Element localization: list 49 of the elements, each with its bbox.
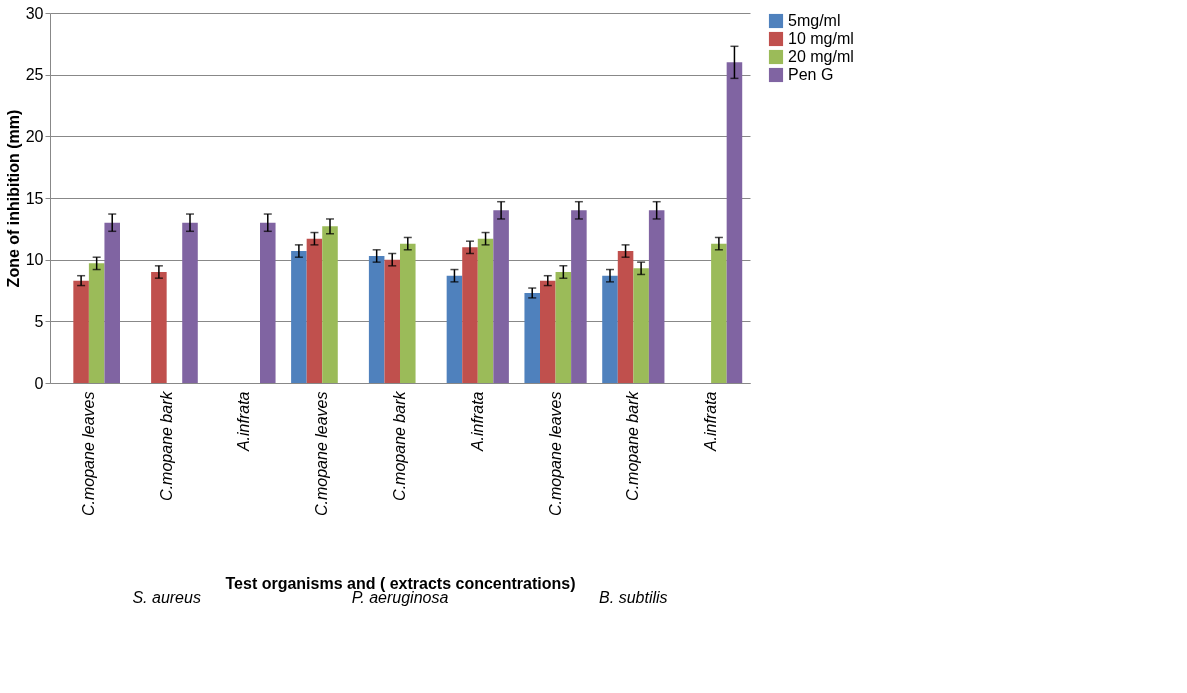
x-tick-label: C.mopane leaves bbox=[313, 391, 331, 517]
bar bbox=[633, 268, 649, 383]
bar bbox=[726, 62, 743, 383]
y-tick-label: 5 bbox=[34, 312, 44, 330]
bar bbox=[524, 292, 540, 383]
x-tick-label: A.infrata bbox=[468, 391, 486, 453]
bar bbox=[291, 251, 307, 383]
bar bbox=[260, 222, 276, 383]
y-tick-label: 0 bbox=[34, 374, 44, 392]
bar bbox=[477, 238, 494, 383]
bar bbox=[648, 210, 665, 383]
legend-label: 20 mg/ml bbox=[788, 48, 854, 65]
y-tick-label: 20 bbox=[25, 127, 44, 145]
bar bbox=[306, 238, 323, 383]
bar bbox=[555, 272, 572, 383]
y-tick-label: 30 bbox=[25, 4, 44, 22]
y-tick-label: 25 bbox=[25, 66, 44, 84]
bar bbox=[400, 243, 416, 383]
legend-label: Pen G bbox=[788, 66, 834, 83]
bar bbox=[151, 272, 167, 383]
y-tick-label: 15 bbox=[25, 189, 44, 207]
x-tick-label: A.infrata bbox=[702, 391, 720, 453]
x-tick-label: C.mopane leaves bbox=[546, 391, 564, 517]
bar bbox=[104, 222, 120, 383]
bar bbox=[182, 222, 198, 383]
bar bbox=[462, 247, 478, 383]
bar bbox=[711, 243, 727, 383]
legend-label: 10 mg/ml bbox=[788, 30, 854, 47]
bar bbox=[88, 263, 105, 383]
bar bbox=[384, 259, 400, 383]
bar bbox=[617, 251, 634, 383]
x-tick-label: A.infrata bbox=[235, 391, 253, 453]
bar bbox=[446, 275, 463, 383]
text: B. subtilis bbox=[599, 589, 668, 606]
y-axis-title: Zone of inhibition (mm) bbox=[4, 109, 22, 288]
y-tick-label: 10 bbox=[25, 251, 44, 269]
x-tick-label: C.mopane bark bbox=[157, 390, 175, 501]
x-tick-label: C.mopane leaves bbox=[79, 391, 97, 517]
x-tick-label: C.mopane bark bbox=[624, 390, 642, 501]
bar bbox=[540, 280, 556, 383]
bar bbox=[571, 210, 587, 383]
bar bbox=[493, 210, 509, 383]
bar bbox=[322, 226, 338, 383]
legend-label: 5mg/ml bbox=[788, 12, 841, 29]
x-tick-label: C.mopane bark bbox=[391, 390, 408, 501]
text: S. aureus bbox=[132, 589, 201, 606]
bar bbox=[368, 255, 385, 383]
bar bbox=[602, 275, 618, 383]
bar bbox=[73, 280, 89, 383]
